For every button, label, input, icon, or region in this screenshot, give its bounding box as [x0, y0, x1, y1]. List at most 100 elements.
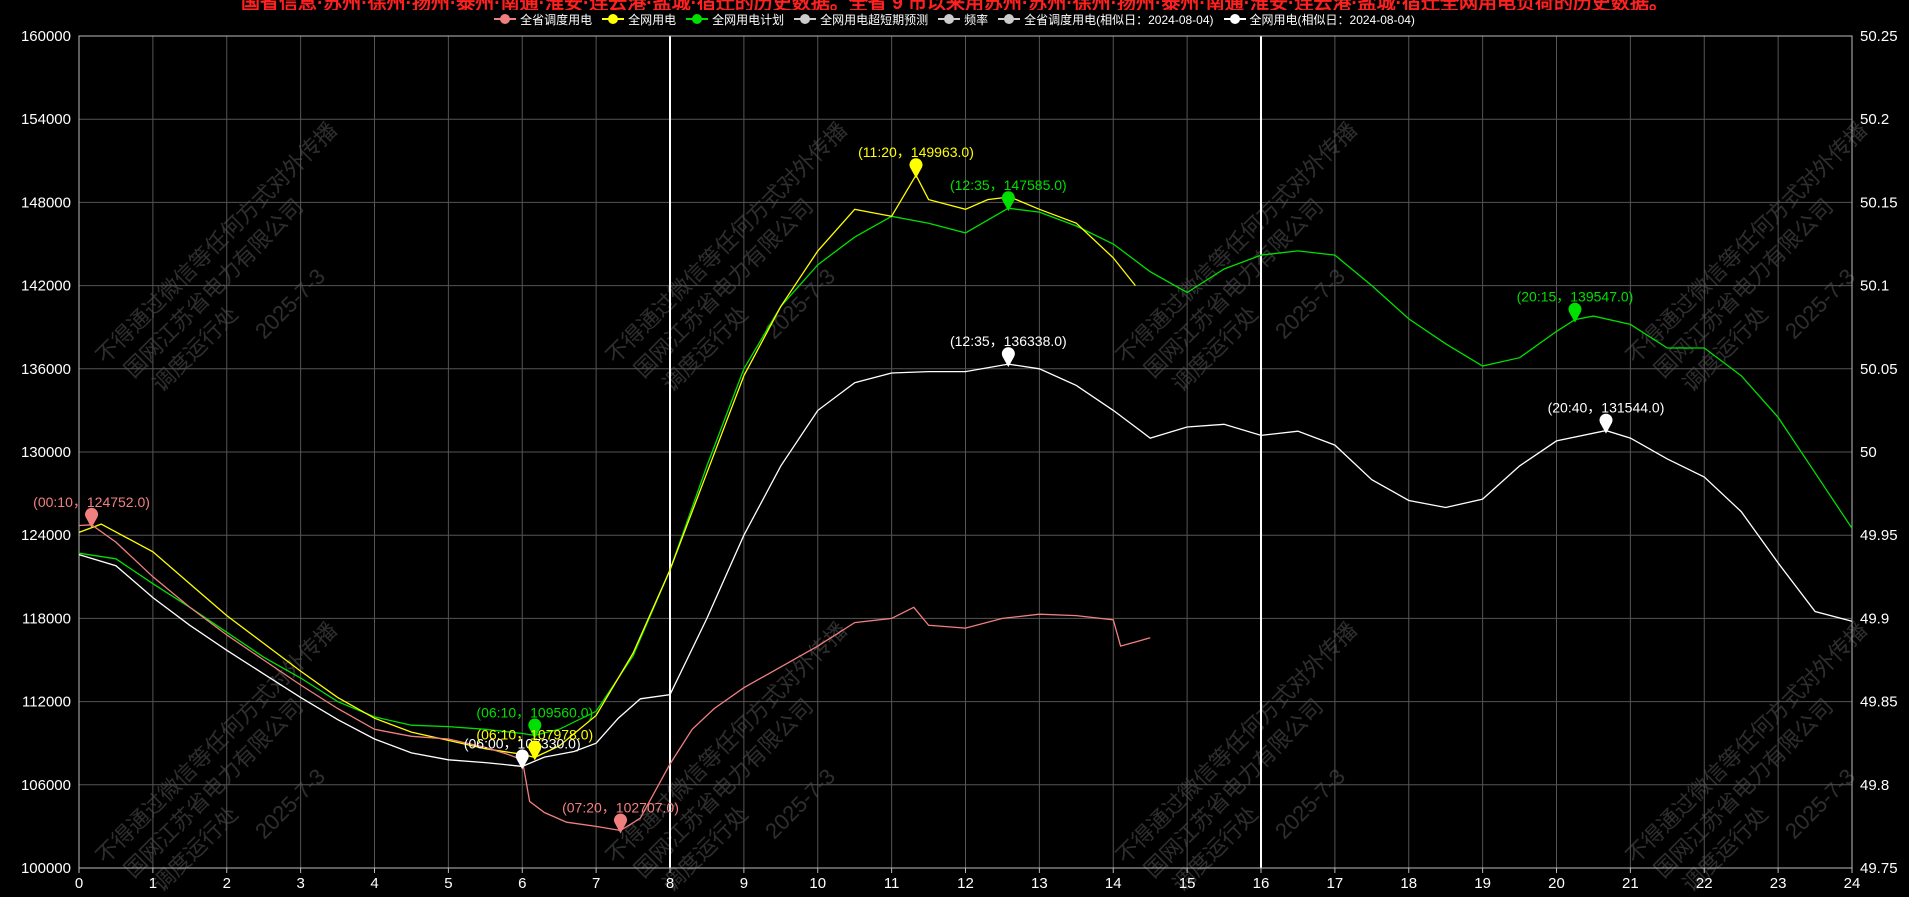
x-tick-label: 5: [444, 875, 452, 892]
peak-label: (12:35，136338.0): [950, 333, 1067, 349]
y2-tick-label: 50.05: [1860, 361, 1898, 378]
series-line: [78, 363, 1853, 768]
legend-item[interactable]: 全网用电: [602, 10, 676, 28]
watermark-date: 2025-7-3: [1780, 264, 1860, 344]
x-tick-label: 22: [1696, 875, 1713, 892]
x-tick-label: 11: [884, 875, 900, 892]
peak-pin: [85, 507, 99, 528]
x-tick-label: 14: [1105, 875, 1122, 892]
warning-banner: 国省信息·苏州·徐州·扬州·泰州·南通·淮安·连云港·盐城·宿迁的历史数据。全省…: [0, 0, 1909, 10]
watermark-line: 国网江苏省电力有限公司: [119, 194, 308, 383]
peak-label: (06:10，109560.0): [476, 704, 593, 720]
y2-tick-label: 50: [1860, 444, 1877, 461]
legend-item[interactable]: 全网用电超短期预测: [794, 10, 928, 28]
watermark-date: 2025-7-3: [250, 764, 330, 844]
x-tick-label: 8: [666, 875, 674, 892]
x-tick-label: 19: [1474, 875, 1491, 892]
x-tick-label: 15: [1179, 875, 1196, 892]
y-tick-label: 130000: [21, 444, 71, 461]
y-tick-label: 124000: [21, 527, 71, 544]
legend-item[interactable]: 全省调度用电: [494, 10, 592, 28]
x-tick-label: 0: [75, 875, 83, 892]
legend-label: 全省调度用电: [520, 12, 593, 27]
peak-label: (07:20，102707.0): [562, 799, 679, 815]
peak-pin: [515, 749, 529, 770]
legend-item[interactable]: 频率: [938, 10, 988, 28]
y2-tick-label: 50.1: [1860, 278, 1889, 295]
legend-label: 频率: [964, 12, 989, 27]
x-tick-label: 3: [296, 875, 304, 892]
legend-swatch-icon: [494, 13, 517, 25]
y-tick-label: 142000: [21, 278, 71, 295]
x-tick-label: 10: [809, 875, 826, 892]
peak-pin: [909, 158, 923, 179]
legend-label: 全网用电: [628, 12, 677, 27]
legend-swatch-icon: [938, 13, 961, 25]
x-tick-label: 12: [957, 875, 974, 892]
peak-label: (12:35，147585.0): [950, 177, 1067, 193]
y-tick-label: 112000: [22, 694, 71, 711]
series-layer: [78, 173, 1853, 832]
y-tick-label: 160000: [21, 28, 71, 45]
x-tick-label: 23: [1770, 875, 1787, 892]
y2-tick-label: 50.15: [1860, 194, 1898, 211]
peak-label: (00:10，124752.0): [33, 494, 150, 510]
legend-swatch-icon: [998, 13, 1021, 25]
watermark-line: 国网江苏省电力有限公司: [1649, 694, 1838, 883]
chart-legend: 全省调度用电 全网用电 全网用电计划 全网用电超短期预测 频率 全省调度用电(相似日：20…: [0, 10, 1909, 28]
x-tick-label: 4: [370, 875, 378, 892]
y-tick-label: 106000: [21, 777, 71, 794]
watermark-line: 国网江苏省电力有限公司: [1139, 194, 1328, 383]
legend-swatch-icon: [686, 13, 709, 25]
watermark-line: 国网江苏省电力有限公司: [629, 694, 818, 883]
watermark-date: 2025-7-3: [760, 764, 840, 844]
peak-label: (20:40，131544.0): [1548, 400, 1665, 416]
watermark-date: 2025-7-3: [250, 264, 330, 344]
x-tick-label: 13: [1031, 875, 1048, 892]
y2-tick-label: 49.75: [1860, 860, 1898, 877]
legend-label: 全网用电(相似日：2024-08-04): [1249, 12, 1415, 27]
grid-layer: [78, 35, 1853, 869]
series-line: [78, 524, 1151, 832]
watermark-line: 国网江苏省电力有限公司: [1139, 694, 1328, 883]
peak-label: (06:10，107978.0): [476, 726, 593, 742]
peak-label: (11:20，149963.0): [858, 144, 974, 160]
x-tick-label: 2: [223, 875, 231, 892]
peak-pin: [1599, 413, 1613, 434]
x-tick-label: 1: [149, 875, 157, 892]
x-tick-label: 16: [1253, 875, 1270, 892]
legend-item[interactable]: 全网用电(相似日：2024-08-04): [1223, 10, 1415, 28]
watermark-date: 2025-7-3: [1780, 764, 1860, 844]
peak-label: (06:00，107330.0): [464, 735, 581, 751]
y-tick-label: 154000: [21, 111, 71, 128]
y-tick-label: 118000: [22, 610, 71, 627]
watermark-line: 国网江苏省电力有限公司: [1649, 194, 1838, 383]
legend-swatch-icon: [602, 13, 625, 25]
watermark-line: 国网江苏省电力有限公司: [119, 694, 308, 883]
peak-label-layer: (06:00，107330.0) (12:35，136338.0) (20:40，1…: [33, 144, 1665, 834]
peak-pin: [614, 813, 627, 834]
y-tick-label: 136000: [21, 361, 71, 378]
series-line: [78, 173, 1136, 759]
legend-swatch-icon: [1223, 13, 1246, 25]
peak-pin: [1001, 191, 1015, 212]
legend-label: 全网用电计划: [712, 12, 785, 27]
x-tick-label: 20: [1548, 875, 1565, 892]
watermark-date: 2025-7-3: [1270, 264, 1350, 344]
peak-pin: [528, 740, 542, 761]
x-tick-label: 18: [1400, 875, 1417, 892]
watermark-date: 2025-7-3: [1270, 764, 1350, 844]
legend-label: 全网用电超短期预测: [820, 12, 929, 27]
legend-item[interactable]: 全省调度用电(相似日：2024-08-04): [998, 10, 1214, 28]
legend-item[interactable]: 全网用电计划: [686, 10, 784, 28]
x-tick-label: 6: [518, 875, 526, 892]
